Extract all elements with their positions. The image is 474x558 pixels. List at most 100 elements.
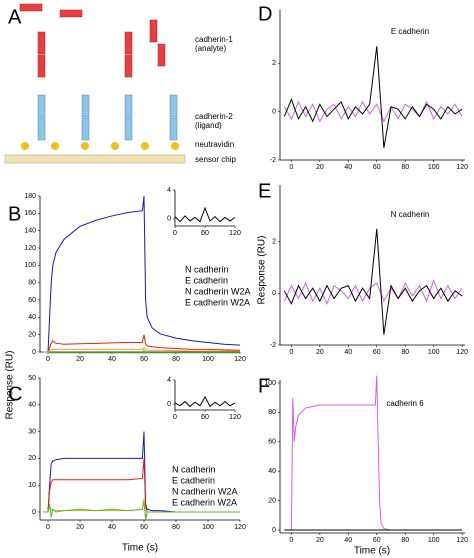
y-tick-label: 0 (272, 290, 276, 297)
x-tick-label: 40 (344, 349, 352, 356)
x-tick-label: 40 (344, 537, 352, 544)
series-line (284, 375, 463, 531)
chart-title: E cadherin (391, 27, 429, 36)
legend-entry: E cadherin W2A (185, 297, 250, 307)
diagram-label: (ligand) (195, 121, 222, 130)
x-tick-label: 0 (173, 230, 177, 237)
y-tick-label: 10 (28, 482, 36, 489)
series-line (43, 334, 241, 353)
y-tick-label: 60 (268, 439, 276, 446)
x-tick-label: 0 (289, 537, 293, 544)
y-tick-label: 40 (268, 468, 276, 475)
diagram-label: cadherin-1 (195, 35, 233, 44)
x-axis-label: Time (s) (354, 546, 390, 557)
x-tick-label: 100 (428, 537, 440, 544)
diagram-label: cadherin-2 (195, 112, 233, 121)
y-axis-label: Response (RU) (5, 351, 16, 420)
y-tick-label: 0 (32, 349, 36, 356)
x-tick-label: 120 (234, 356, 246, 363)
y-tick-label: 0 (167, 401, 171, 408)
legend-entry: N cadherin (172, 464, 216, 474)
y-tick-label: -2 (270, 157, 276, 164)
y-tick-label: 100 (24, 262, 36, 269)
series-line (43, 501, 240, 521)
series-line (283, 228, 463, 335)
x-tick-label: 60 (140, 356, 148, 363)
y-tick-label: 20 (28, 332, 36, 339)
x-tick-label: 80 (401, 537, 409, 544)
x-tick-label: 40 (344, 164, 352, 171)
y-tick-label: 160 (24, 210, 36, 217)
y-tick-label: 60 (28, 297, 36, 304)
y-tick-label: 40 (28, 402, 36, 409)
series-line (43, 346, 240, 353)
x-tick-label: 80 (401, 164, 409, 171)
y-tick-label: 30 (28, 428, 36, 435)
x-tick-label: 60 (140, 524, 148, 531)
series-line (283, 46, 463, 148)
series-line (43, 195, 241, 353)
y-tick-label: -2 (270, 342, 276, 349)
x-tick-label: 60 (373, 164, 381, 171)
legend-entry: N cadherin (185, 264, 229, 274)
x-tick-label: 120 (456, 349, 468, 356)
y-tick-label: 120 (24, 245, 36, 252)
y-tick-label: 0 (272, 527, 276, 534)
x-tick-label: 80 (172, 356, 180, 363)
x-tick-label: 80 (401, 349, 409, 356)
y-tick-label: 100 (264, 380, 276, 387)
x-tick-label: 0 (289, 164, 293, 171)
chart-title: cadherin 6 (386, 399, 424, 408)
x-tick-label: 120 (456, 537, 468, 544)
x-tick-label: 100 (428, 349, 440, 356)
x-tick-label: 20 (316, 537, 324, 544)
x-tick-label: 100 (202, 356, 214, 363)
y-tick-label: 20 (28, 455, 36, 462)
x-tick-label: 60 (373, 349, 381, 356)
x-tick-label: 0 (46, 524, 50, 531)
y-tick-label: 2 (272, 60, 276, 67)
y-tick-label: 4 (167, 187, 171, 194)
y-tick-label: 80 (268, 409, 276, 416)
x-tick-label: 60 (373, 537, 381, 544)
neutravidin-dots (21, 142, 179, 150)
x-tick-label: 80 (172, 524, 180, 531)
x-tick-label: 20 (76, 524, 84, 531)
x-tick-label: 40 (108, 524, 116, 531)
chart-title: N cadherin (391, 210, 430, 219)
x-tick-label: 20 (316, 349, 324, 356)
series-line (174, 206, 236, 223)
y-tick-label: 140 (24, 228, 36, 235)
y-tick-label: 0 (272, 108, 276, 115)
x-tick-label: 120 (456, 164, 468, 171)
y-tick-label: 0 (167, 216, 171, 223)
diagram-label: neutravidin (195, 140, 234, 149)
x-tick-label: 120 (229, 414, 241, 421)
legend-entry: E cadherin W2A (172, 497, 237, 507)
x-tick-label: 120 (229, 230, 241, 237)
x-axis-label: Time (s) (122, 543, 158, 554)
panel-label: B (8, 203, 21, 225)
series-line (283, 100, 463, 123)
series-line (283, 279, 463, 305)
series-line (43, 349, 240, 354)
y-tick-label: 4 (167, 377, 171, 384)
x-tick-label: 20 (316, 164, 324, 171)
legend-entry: E cadherin (172, 475, 215, 485)
y-tick-label: 180 (24, 193, 36, 200)
legend-entry: N cadherin W2A (172, 486, 238, 496)
y-tick-label: 50 (28, 375, 36, 382)
y-tick-label: 0 (32, 509, 36, 516)
panel-label: C (8, 383, 22, 405)
legend-entry: N cadherin W2A (185, 286, 251, 296)
diagram-label: (analyte) (195, 44, 226, 53)
panel-label: D (258, 3, 272, 25)
x-tick-label: 20 (76, 356, 84, 363)
y-axis-label: Response (RU) (257, 236, 268, 305)
series-line (174, 395, 236, 408)
panel-label: F (258, 375, 270, 397)
diagram-label: sensor chip (195, 155, 236, 164)
analytes (19, 3, 166, 78)
panel-label: E (258, 180, 271, 202)
